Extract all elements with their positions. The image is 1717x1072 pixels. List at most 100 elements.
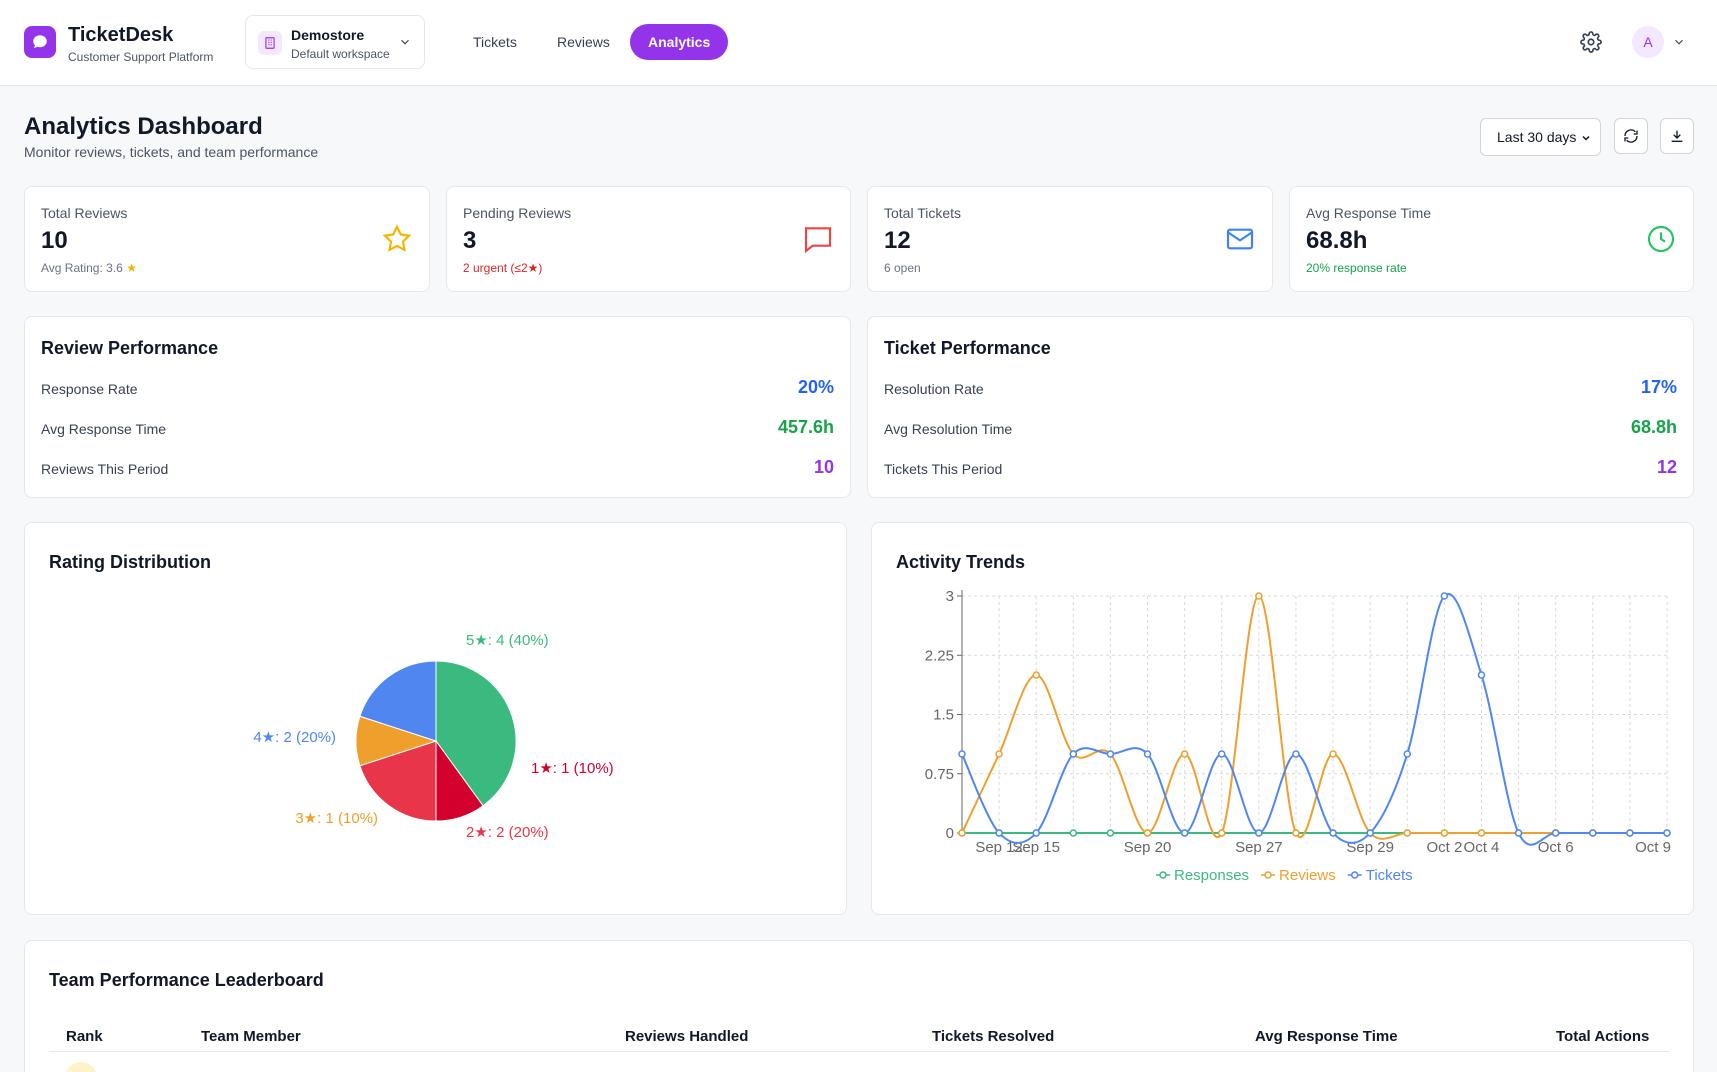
data-point[interactable] [1477, 829, 1486, 837]
stat-label: Pending Reviews [463, 205, 572, 221]
pie-slice-label: 1★: 1 (10%) [531, 760, 614, 777]
chevron-down-icon[interactable] [1672, 35, 1686, 49]
y-tick-label: 3 [946, 588, 954, 605]
legend-item[interactable]: Reviews [1261, 867, 1336, 884]
pie-slice-label: 5★: 4 (40%) [466, 632, 549, 649]
clock-icon [1647, 225, 1675, 253]
data-point[interactable] [1403, 750, 1412, 758]
column-header-total-actions[interactable]: Total Actions [1556, 1028, 1650, 1045]
review-performance-card: Review Performance Response Rate 20% Avg… [24, 316, 851, 498]
y-tick-label: 2.25 [925, 647, 954, 664]
stat-note: 6 open [884, 261, 921, 275]
refresh-button[interactable] [1614, 118, 1648, 154]
column-header-reviews[interactable]: Reviews Handled [625, 1028, 749, 1045]
data-point[interactable] [1180, 829, 1189, 837]
perf-value: 457.6h [777, 417, 834, 437]
pie-slice[interactable] [435, 660, 517, 807]
data-point[interactable] [1440, 829, 1449, 837]
tab-analytics[interactable]: Analytics [630, 24, 729, 60]
y-tick-label: 0.75 [925, 766, 954, 783]
legend-item[interactable]: Responses [1156, 867, 1249, 884]
perf-label: Resolution Rate [884, 381, 984, 397]
series-line-reviews[interactable] [961, 594, 1667, 840]
workspace-desc: Default workspace [291, 47, 390, 61]
app-name: TicketDesk [68, 24, 174, 46]
tab-tickets[interactable]: Tickets [473, 34, 517, 50]
column-header-tickets[interactable]: Tickets Resolved [932, 1028, 1055, 1045]
rating-pie-chart: 5★: 4 (40%) 1★: 1 (10%) 2★: 2 (20%) 3★: 1 (… [253, 632, 614, 841]
data-point[interactable] [958, 750, 966, 758]
stat-value: 10 [41, 227, 68, 254]
column-header-member[interactable]: Team Member [201, 1028, 301, 1045]
building-icon [258, 31, 282, 55]
chevron-down-icon [401, 39, 409, 45]
download-icon [1671, 130, 1683, 142]
data-point[interactable] [1329, 829, 1337, 837]
perf-row: Avg Resolution Time 68.8h [884, 417, 1677, 441]
stat-card-total-tickets: Total Tickets 12 6 open [867, 186, 1273, 292]
workspace-selector[interactable]: Demostore Default workspace [245, 15, 425, 69]
data-point[interactable] [958, 829, 966, 837]
data-point[interactable] [995, 750, 1003, 758]
data-point[interactable] [1032, 829, 1040, 837]
legend-swatch-dot [1264, 871, 1272, 879]
x-tick-label: Sep 20 [1124, 839, 1172, 856]
gear-icon[interactable] [1580, 31, 1602, 53]
pie-slice[interactable] [359, 740, 437, 822]
chat-bubble-icon [33, 35, 47, 48]
perf-value: 20% [797, 377, 834, 397]
data-point[interactable] [1143, 829, 1152, 837]
data-point[interactable] [1255, 592, 1263, 600]
y-tick-label: 1.5 [933, 707, 954, 724]
date-range-select[interactable]: Last 30 days [1480, 118, 1601, 156]
app-subtitle: Customer Support Platform [68, 50, 214, 64]
column-header-rank[interactable]: Rank [66, 1028, 103, 1045]
data-point[interactable] [1069, 829, 1078, 837]
data-point[interactable] [1663, 829, 1671, 837]
data-point[interactable] [1403, 829, 1412, 837]
tab-reviews[interactable]: Reviews [557, 34, 610, 50]
data-point[interactable] [1626, 829, 1634, 837]
perf-label: Reviews This Period [41, 461, 169, 477]
data-point[interactable] [1329, 750, 1337, 758]
data-point[interactable] [1217, 750, 1226, 758]
card-title: Ticket Performance [884, 338, 1051, 358]
data-point[interactable] [1477, 671, 1486, 679]
stat-value: 3 [463, 227, 477, 254]
data-point[interactable] [1069, 750, 1078, 758]
pie-slice-label: 3★: 1 (10%) [295, 810, 378, 827]
data-point[interactable] [1440, 592, 1449, 600]
data-point[interactable] [1551, 829, 1560, 837]
data-point[interactable] [1514, 829, 1523, 837]
legend-item[interactable]: Tickets [1347, 867, 1413, 884]
data-point[interactable] [1217, 829, 1226, 837]
data-point[interactable] [995, 829, 1003, 837]
chart-title: Activity Trends [896, 552, 1026, 572]
perf-row: Avg Response Time 457.6h [41, 417, 834, 441]
pie-slice-label: 4★: 2 (20%) [253, 729, 336, 746]
mail-icon [1226, 228, 1254, 250]
perf-row: Response Rate 20% [41, 377, 834, 401]
perf-row: Reviews This Period 10 [41, 457, 834, 481]
avatar[interactable]: A [1632, 26, 1664, 58]
x-tick-label: Oct 4 [1464, 839, 1500, 856]
data-point[interactable] [1106, 829, 1115, 837]
data-point[interactable] [1106, 750, 1115, 758]
app-logo[interactable] [24, 26, 56, 58]
x-tick-label: Sep 12 [975, 839, 1023, 856]
data-point[interactable] [1589, 829, 1597, 837]
perf-value: 12 [1656, 457, 1677, 477]
data-point[interactable] [1032, 671, 1040, 679]
data-point[interactable] [1366, 829, 1374, 837]
data-point[interactable] [1292, 750, 1300, 758]
download-button[interactable] [1660, 118, 1694, 154]
stat-value: 12 [884, 227, 911, 254]
column-header-avg-response[interactable]: Avg Response Time [1255, 1028, 1398, 1045]
data-point[interactable] [1180, 750, 1189, 758]
activity-trends-card: Activity Trends 0 0.75 1.5 2.25 3 Sep 12 Sep 1… [871, 522, 1694, 915]
series-line-tickets[interactable] [961, 592, 1667, 846]
data-point[interactable] [1255, 829, 1263, 837]
pie-slice[interactable] [359, 660, 437, 742]
data-point[interactable] [1292, 829, 1300, 837]
data-point[interactable] [1143, 750, 1152, 758]
